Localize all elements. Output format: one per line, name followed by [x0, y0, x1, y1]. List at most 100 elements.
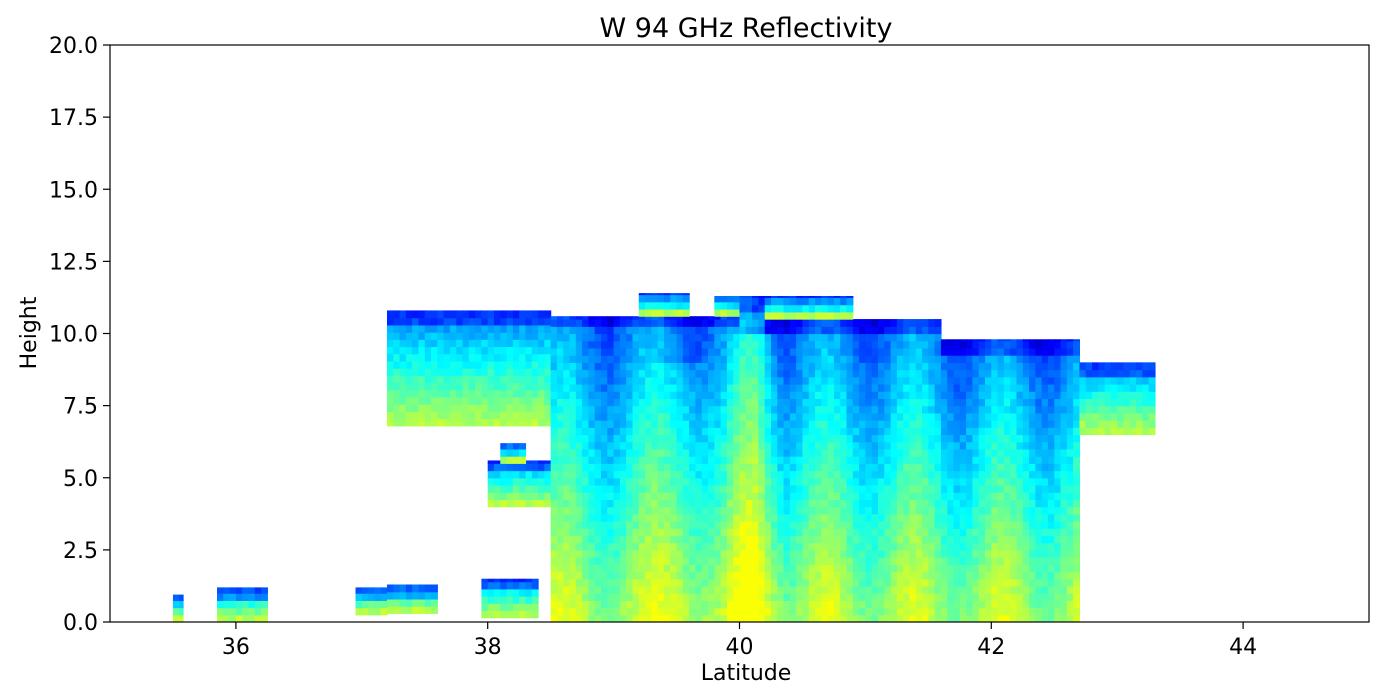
heatmap-cell: [821, 585, 829, 594]
heatmap-cell: [947, 585, 955, 594]
heatmap-cell: [1041, 369, 1049, 378]
heatmap-cell: [1066, 607, 1074, 616]
heatmap-cell: [890, 506, 898, 515]
y-axis-label: Height: [17, 296, 42, 369]
heatmap-cell: [1041, 448, 1049, 457]
heatmap-cell: [808, 557, 816, 565]
heatmap-cell: [745, 593, 753, 601]
heatmap-cell: [588, 513, 596, 522]
heatmap-cell: [1066, 499, 1074, 508]
heatmap-cell: [947, 593, 955, 601]
heatmap-cell: [1003, 376, 1011, 385]
heatmap-cell: [475, 346, 482, 355]
heatmap-cell: [456, 396, 464, 405]
heatmap-cell: [676, 319, 684, 327]
heatmap-cell: [601, 542, 608, 551]
heatmap-cell: [915, 355, 923, 363]
heatmap-cell: [833, 319, 841, 327]
heatmap-cell: [556, 362, 564, 371]
heatmap-cell: [796, 383, 804, 392]
heatmap-cell: [588, 484, 596, 493]
heatmap-cell: [909, 448, 917, 457]
heatmap-cell: [1117, 362, 1125, 371]
heatmap-cell: [934, 333, 942, 342]
heatmap-cell: [235, 614, 243, 622]
heatmap-cell: [242, 614, 250, 622]
heatmap-cell: [1029, 607, 1036, 616]
heatmap-cell: [783, 521, 791, 529]
heatmap-cell: [909, 585, 917, 594]
heatmap-cell: [651, 293, 659, 296]
heatmap-cell: [431, 368, 438, 376]
heatmap-cell: [645, 521, 652, 529]
heatmap-cell: [859, 571, 866, 580]
heatmap-cell: [575, 319, 583, 327]
heatmap-cell: [575, 448, 583, 457]
heatmap-cell: [1041, 484, 1049, 493]
heatmap-cell: [764, 499, 772, 508]
heatmap-cell: [695, 557, 703, 565]
heatmap-cell: [456, 382, 464, 391]
heatmap-cell: [764, 614, 772, 622]
heatmap-cell: [229, 593, 237, 601]
heatmap-cell: [538, 346, 545, 355]
heatmap-cell: [846, 484, 854, 493]
heatmap-cell: [877, 441, 885, 450]
heatmap-cell: [783, 477, 791, 486]
heatmap-cell: [940, 557, 948, 565]
heatmap-cell: [1060, 434, 1068, 443]
heatmap-cell: [865, 614, 873, 622]
heatmap-cell: [1073, 477, 1081, 486]
heatmap-cell: [651, 420, 659, 428]
heatmap-cell: [877, 434, 885, 443]
heatmap-cell: [695, 600, 703, 609]
heatmap-cell: [1136, 369, 1143, 378]
heatmap-cell: [563, 340, 571, 349]
heatmap-cell: [1016, 470, 1024, 479]
heatmap-cell: [846, 355, 854, 363]
heatmap-cell: [582, 316, 590, 320]
heatmap-cell: [959, 362, 967, 371]
heatmap-cell: [708, 593, 715, 601]
heatmap-cell: [726, 463, 734, 472]
heatmap-cell: [588, 564, 596, 573]
heatmap-cell: [708, 427, 715, 436]
heatmap-cell: [890, 499, 898, 508]
heatmap-cell: [770, 614, 778, 622]
heatmap-cell: [840, 492, 848, 500]
heatmap-cell: [682, 549, 690, 558]
heatmap-cell: [852, 326, 860, 335]
heatmap-cell: [651, 376, 659, 385]
heatmap-cell: [708, 362, 715, 371]
heatmap-cell: [689, 535, 697, 544]
heatmap-cell: [714, 549, 722, 558]
heatmap-cell: [934, 405, 942, 414]
heatmap-cell: [682, 578, 690, 587]
heatmap-cell: [978, 355, 986, 363]
heatmap-cell: [550, 319, 558, 327]
heatmap-cell: [1142, 369, 1150, 378]
heatmap-cell: [512, 411, 520, 420]
heatmap-cell: [978, 585, 986, 594]
heatmap-cell: [588, 376, 596, 385]
heatmap-cell: [506, 596, 514, 604]
heatmap-cell: [1035, 593, 1043, 601]
heatmap-cell: [997, 513, 1005, 522]
heatmap-cell: [563, 316, 571, 320]
heatmap-cell: [796, 564, 804, 573]
heatmap-cell: [972, 420, 980, 428]
heatmap-cell: [575, 506, 583, 515]
heatmap-cell: [405, 411, 413, 420]
heatmap-cell: [884, 470, 892, 479]
heatmap-cell: [569, 376, 577, 385]
heatmap-cell: [607, 448, 615, 457]
heatmap-cell: [380, 587, 388, 594]
heatmap-cell: [726, 316, 734, 320]
heatmap-cell: [424, 411, 432, 420]
heatmap-cell: [852, 376, 860, 385]
heatmap-cell: [676, 301, 684, 310]
heatmap-cell: [720, 521, 728, 529]
heatmap-cell: [947, 492, 955, 500]
heatmap-cell: [796, 427, 804, 436]
heatmap-cell: [846, 391, 854, 400]
